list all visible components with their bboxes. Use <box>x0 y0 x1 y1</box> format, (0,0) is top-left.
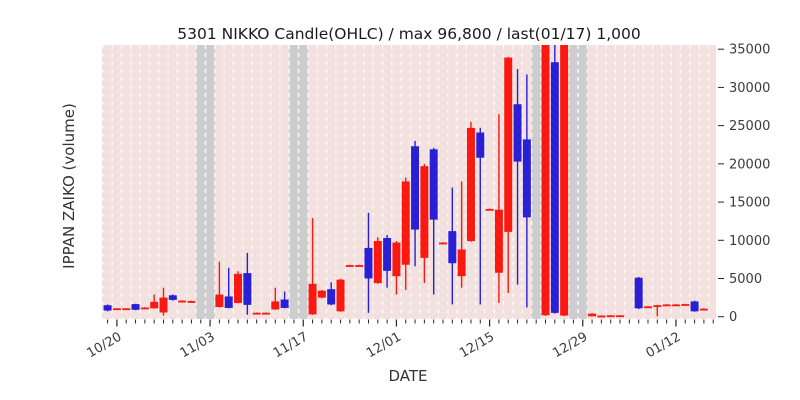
candle-body <box>280 299 289 308</box>
candle-body <box>178 300 187 303</box>
candle-body <box>439 242 448 245</box>
candle-body <box>159 297 168 313</box>
candle-body <box>252 312 261 315</box>
candle-body <box>541 45 550 316</box>
x-axis-label: DATE <box>388 367 427 385</box>
candle-body <box>364 247 373 279</box>
candle-body <box>150 301 159 309</box>
y-tick-label: 10000 <box>729 234 770 249</box>
candle-body <box>112 308 121 311</box>
candle-body <box>401 181 410 265</box>
no-data-band <box>531 45 541 319</box>
candle-body <box>215 294 224 308</box>
candle-body <box>597 315 606 318</box>
candle-body <box>271 301 280 310</box>
y-tick-label: 20000 <box>729 157 770 172</box>
candle-body <box>140 307 149 310</box>
candle-body <box>103 305 112 311</box>
chart-title: 5301 NIKKO Candle(OHLC) / max 96,800 / l… <box>177 25 641 43</box>
candle-body <box>653 305 662 308</box>
plot-area: 10/20 11/03 11/17 12/01 12/15 12/29 01/12 0 5000… <box>84 43 770 362</box>
x-tick-label: 11/17 <box>271 330 311 362</box>
y-tick-label: 0 <box>729 310 737 325</box>
candle-body <box>466 127 475 242</box>
candle-body <box>681 304 690 306</box>
y-tick-label: 25000 <box>729 119 770 134</box>
y-axis-label: IPPAN ZAIKO (volume) <box>60 103 78 269</box>
candle-body <box>606 315 615 318</box>
candle-body <box>392 242 401 277</box>
candle-body <box>383 237 392 271</box>
candle-body <box>317 290 326 298</box>
candle-body <box>355 265 364 267</box>
y-tick-label: 15000 <box>729 196 770 211</box>
candle-body <box>261 312 270 315</box>
candle-body <box>448 231 457 264</box>
y-tick-label: 30000 <box>729 81 770 96</box>
candle-body <box>224 296 233 308</box>
candle-body <box>560 45 569 316</box>
candle-body <box>234 273 243 303</box>
x-tick-label: 12/29 <box>550 330 590 362</box>
candle-body <box>131 304 140 310</box>
candle-body <box>485 208 494 211</box>
candle-body <box>336 279 345 312</box>
candle-body <box>429 149 438 220</box>
candle-body <box>522 139 531 218</box>
candle-body <box>187 301 196 303</box>
x-tick-label: 01/12 <box>643 330 683 362</box>
candle-body <box>699 308 708 311</box>
candle-body <box>643 306 652 309</box>
candle-body <box>494 209 503 273</box>
candle-body <box>168 295 177 300</box>
candle-body <box>513 104 522 162</box>
candle-body <box>308 283 317 315</box>
candle-body <box>690 301 699 312</box>
y-tick-label: 35000 <box>729 43 770 58</box>
candle-body <box>671 304 680 307</box>
candle-body <box>662 304 671 307</box>
y-tick-label: 5000 <box>729 272 762 287</box>
candle-body <box>122 308 131 311</box>
candle-body <box>243 273 252 305</box>
candle-body <box>634 277 643 309</box>
candle-body <box>550 62 559 313</box>
candle-body <box>327 289 336 305</box>
candle-body <box>588 313 597 317</box>
candle-body <box>504 57 513 232</box>
x-tick-label: 12/01 <box>364 330 404 362</box>
candle-body <box>457 249 466 277</box>
candle-body <box>345 265 354 267</box>
candle-body <box>476 132 485 158</box>
candle-body <box>411 146 420 230</box>
candle-body <box>420 166 429 258</box>
x-tick-label: 12/15 <box>457 330 497 362</box>
x-tick-label: 11/03 <box>178 330 218 362</box>
x-tick-label: 10/20 <box>84 330 124 362</box>
candle-body <box>616 315 625 318</box>
candle-body <box>373 241 382 284</box>
